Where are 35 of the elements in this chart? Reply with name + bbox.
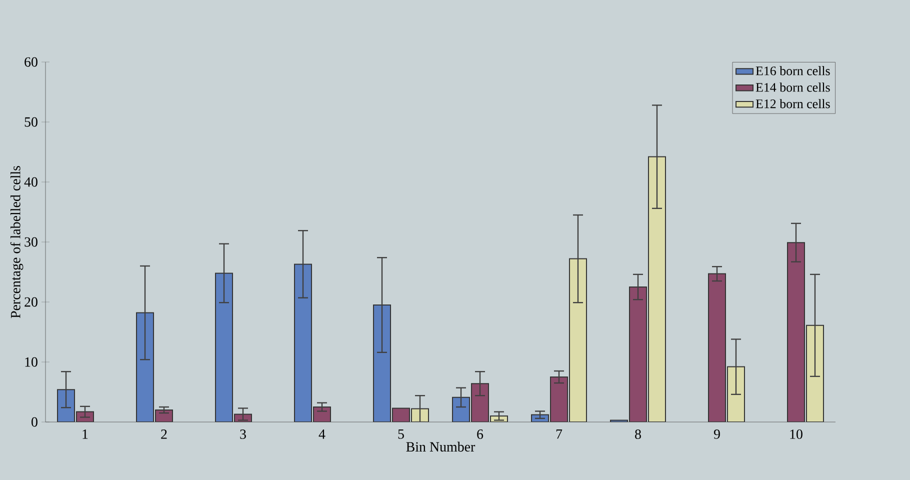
legend-label: E14 born cells	[756, 82, 830, 92]
x-tick-label: 1	[82, 430, 88, 439]
x-tick-label: 3	[240, 430, 246, 439]
x-tick-label: 6	[477, 430, 484, 439]
x-tick-label: 4	[318, 430, 326, 439]
legend-label: E16 born cells	[756, 66, 830, 76]
y-tick-label: 60	[24, 57, 38, 67]
bar	[294, 264, 312, 422]
bar	[136, 312, 154, 422]
bar	[215, 272, 234, 422]
y-tick-label: 40	[24, 177, 38, 187]
x-tick-label: 8	[635, 430, 641, 439]
y-tick-label: 10	[25, 357, 38, 367]
bar	[568, 258, 587, 422]
x-tick-label: 10	[790, 430, 802, 439]
x-tick-label: 7	[556, 430, 562, 439]
bar	[787, 242, 805, 422]
y-tick-label: 20	[24, 297, 38, 307]
bar	[648, 156, 666, 422]
bar	[452, 396, 470, 422]
x-tick-label: 9	[714, 430, 720, 439]
bar	[708, 273, 726, 422]
y-tick-label: 30	[24, 237, 38, 247]
bar	[550, 376, 568, 422]
bar	[629, 286, 647, 422]
y-tick-label: 50	[24, 117, 38, 127]
x-axis-title: Bin Number	[406, 442, 476, 452]
x-tick-label: 2	[161, 430, 167, 439]
bar	[373, 304, 392, 422]
bar	[471, 383, 489, 422]
y-axis-title: Percentage of labelled cells	[10, 166, 24, 318]
y-tick-label: 0	[32, 417, 38, 427]
x-tick-label: 5	[398, 430, 404, 439]
bar	[726, 366, 745, 422]
legend-label: E12 born cells	[756, 99, 830, 108]
